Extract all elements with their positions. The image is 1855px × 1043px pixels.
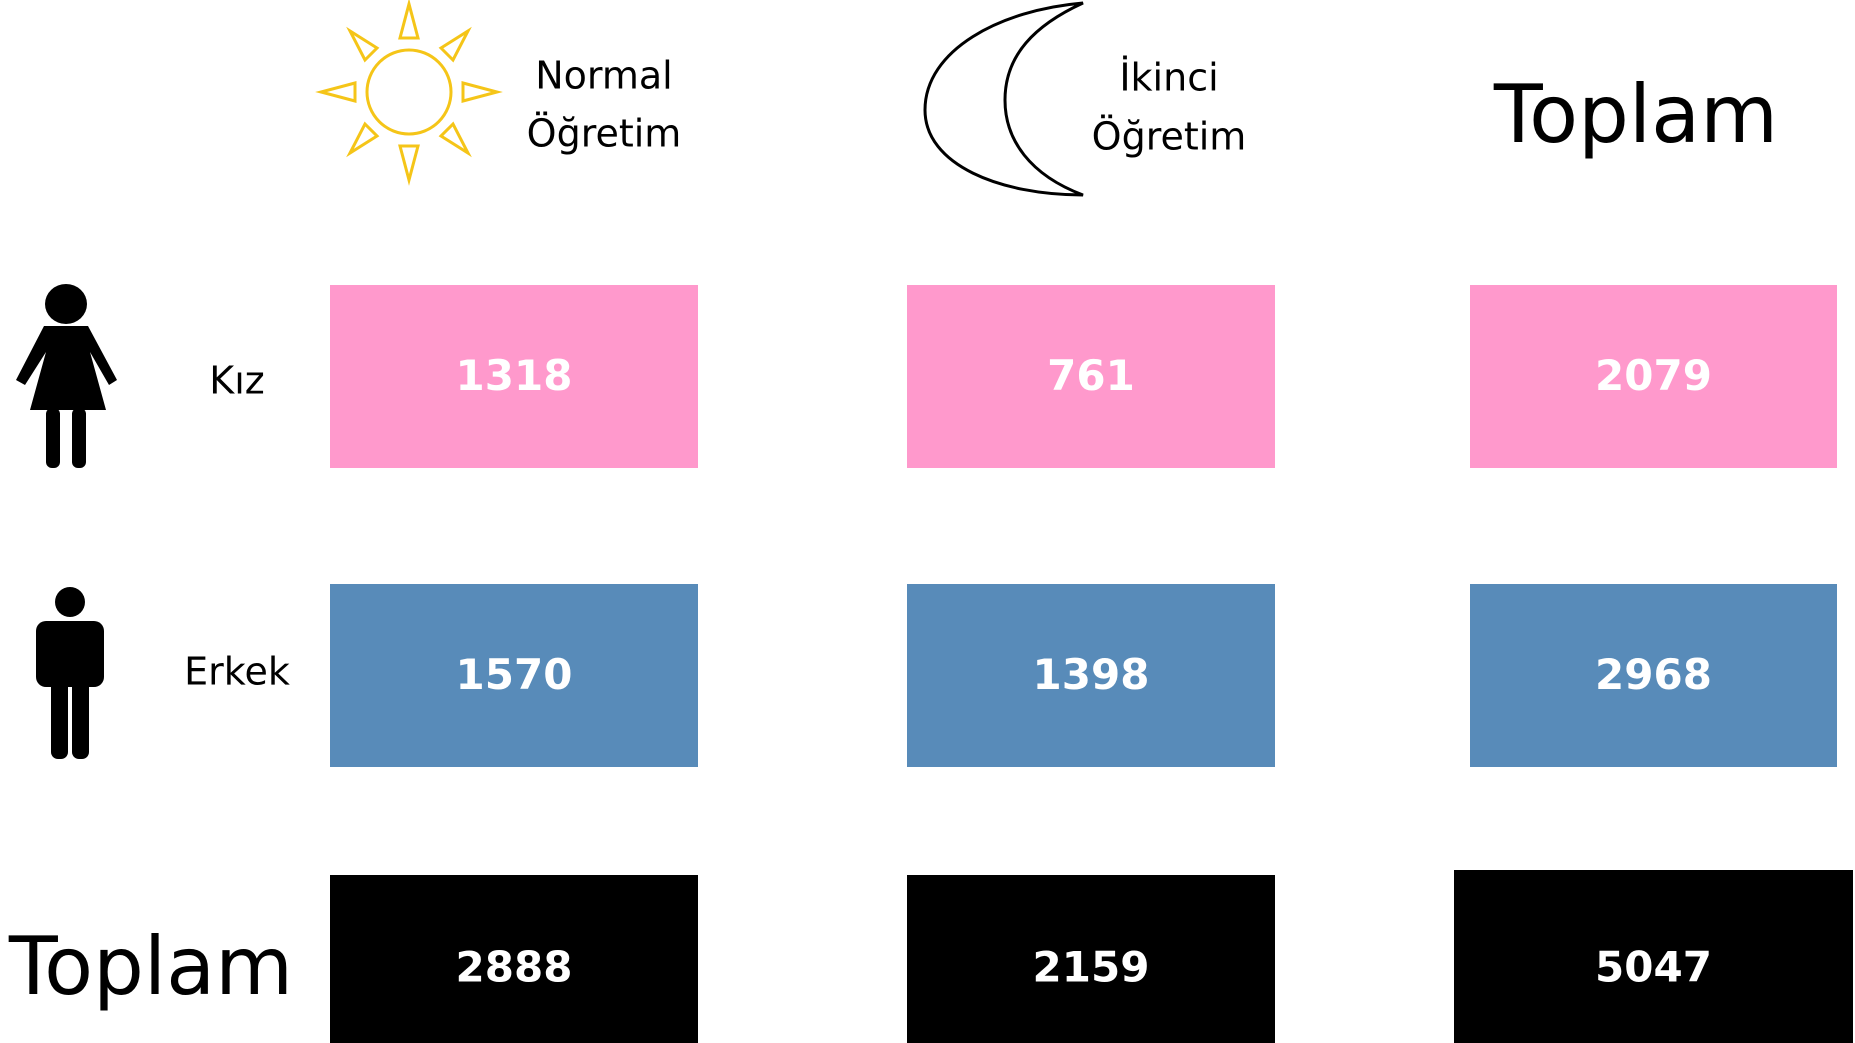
cell-value: 2159 — [1033, 943, 1150, 992]
cell-value: 1398 — [1033, 650, 1150, 699]
cell-value: 2968 — [1595, 650, 1712, 699]
column-header: Öğretim — [1092, 115, 1247, 159]
cell-value: 2888 — [456, 943, 573, 992]
row-label: Toplam — [8, 920, 293, 1013]
cell-box — [1454, 870, 1853, 1043]
cell-value: 1570 — [456, 650, 573, 699]
cell-value: 5047 — [1595, 943, 1712, 992]
column-header: Toplam — [1493, 68, 1778, 161]
moon-icon — [923, 1, 1084, 197]
row-label: Kız — [209, 359, 264, 403]
cell-box — [330, 285, 698, 468]
female-icon — [16, 284, 117, 468]
cells: 1318 761 2079 1570 1398 2968 2888 2159 5047 — [330, 285, 1853, 1043]
cell-value: 1318 — [456, 351, 573, 400]
cell-box — [907, 875, 1275, 1043]
cell-box — [330, 584, 698, 767]
cell-value: 761 — [1047, 351, 1135, 400]
cell-box — [907, 285, 1275, 468]
cell-box — [907, 584, 1275, 767]
column-header: İkinci — [1119, 56, 1218, 100]
sun-icon — [315, 0, 503, 186]
cell-box — [330, 875, 698, 1043]
column-header: Normal — [535, 54, 673, 98]
cell-box — [1470, 584, 1837, 767]
male-icon — [36, 587, 104, 759]
cell-value: 2079 — [1595, 351, 1712, 400]
column-header: Öğretim — [527, 112, 682, 156]
cell-box — [1470, 285, 1837, 468]
row-label: Erkek — [184, 650, 290, 694]
